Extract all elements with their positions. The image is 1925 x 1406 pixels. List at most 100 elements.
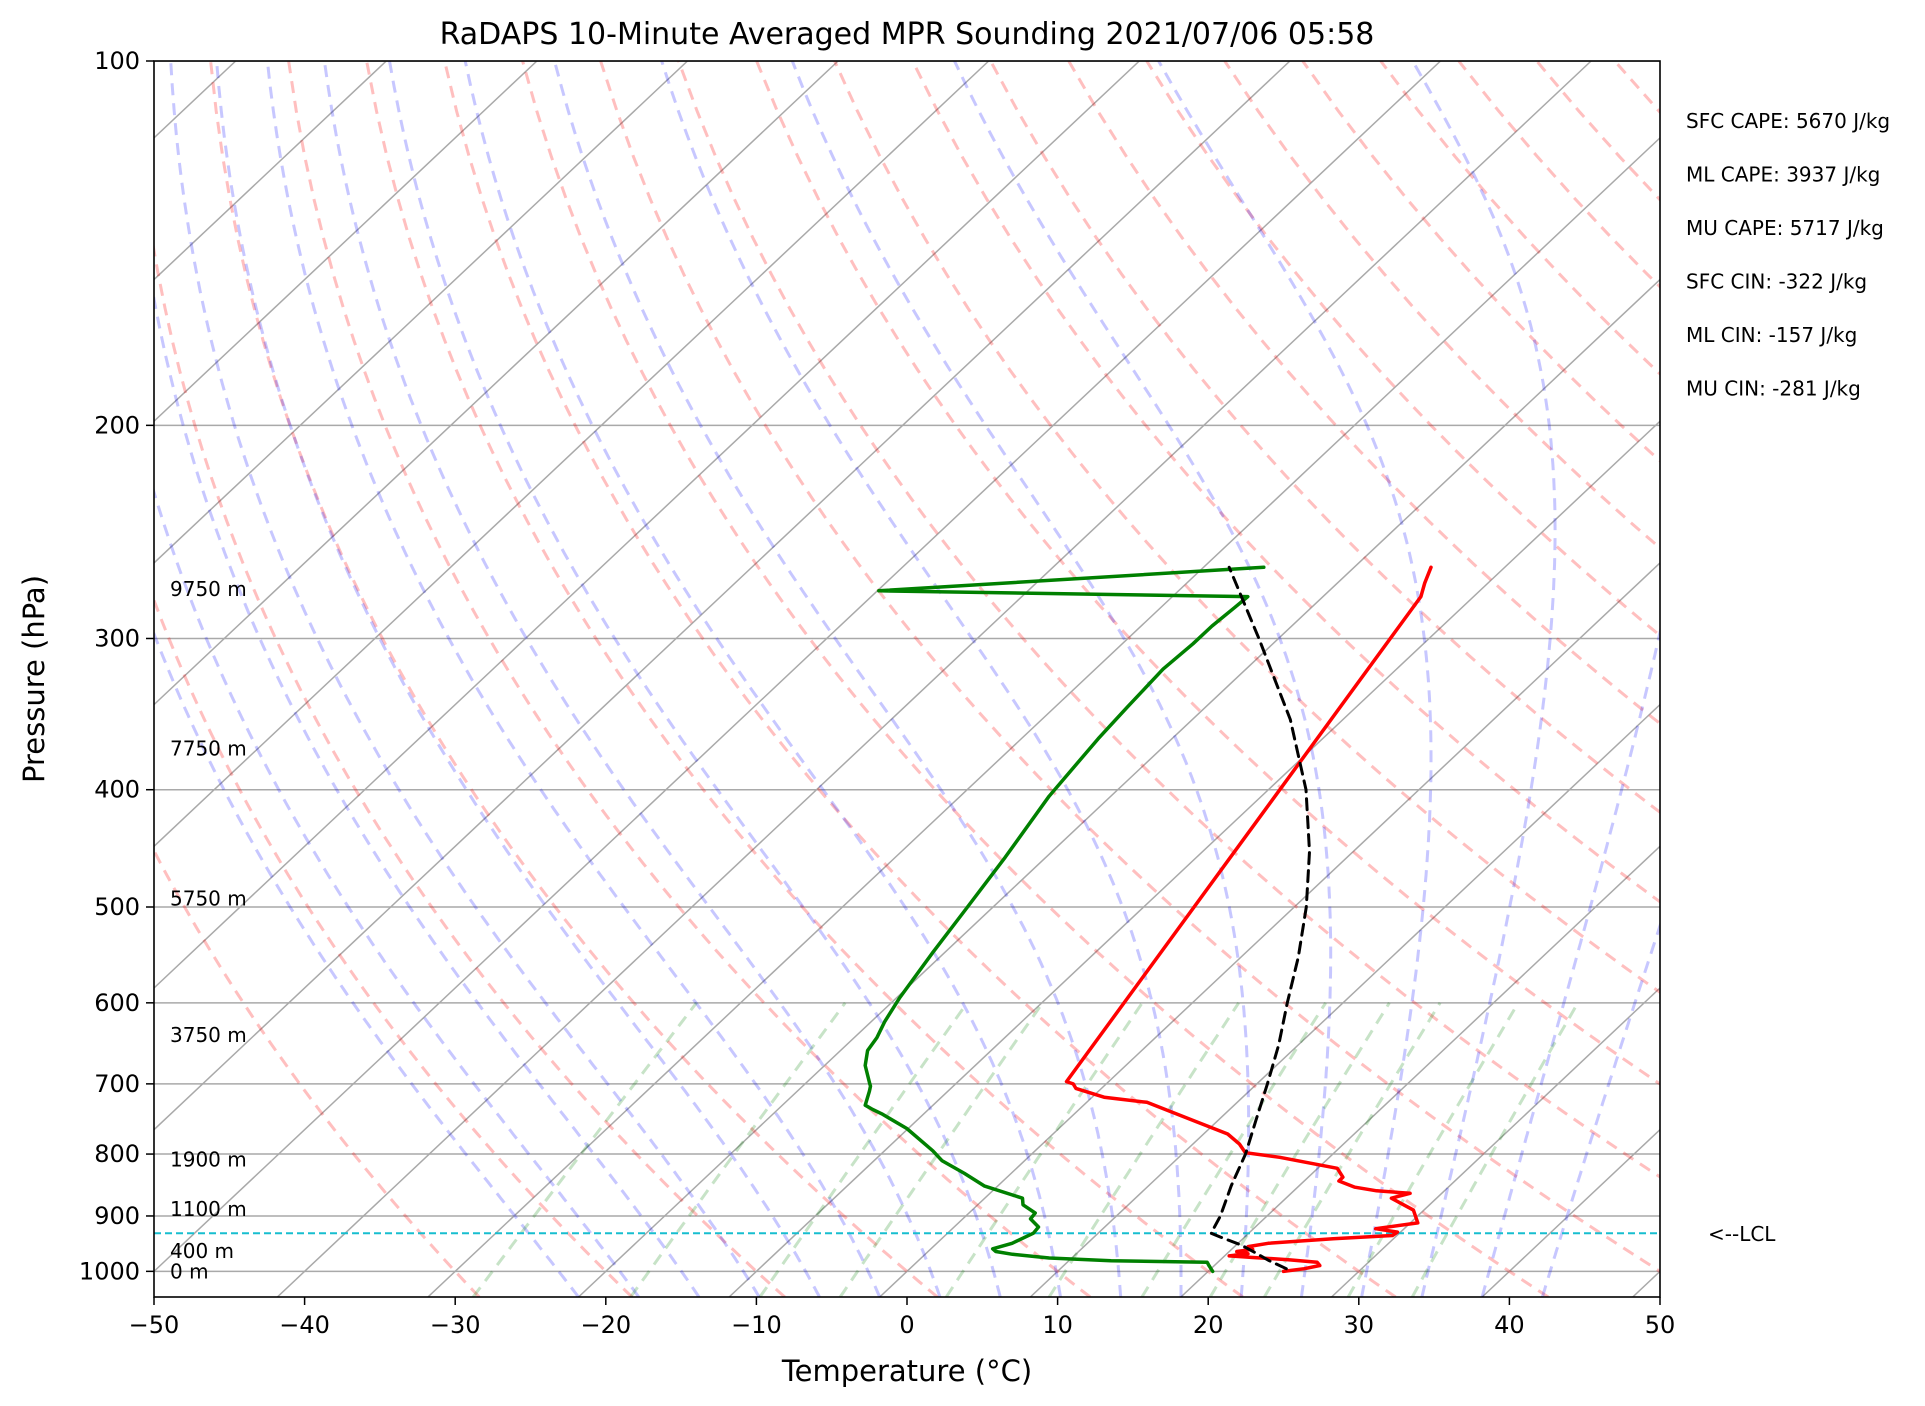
mixing-ratio-line [1263,1002,1442,1297]
dry-adiabat-line [1067,61,1660,726]
stat-label: MU CAPE: 5717 J/kg [1686,216,1884,240]
mixing-ratio-line [1410,1002,1580,1297]
mixing-ratio-line [758,1001,969,1297]
isotherm-line [879,561,1660,1297]
y-tick-label: 300 [94,624,140,652]
height-label: 1100 m [170,1197,247,1221]
moist-adiabat-line [169,61,761,1297]
lcl-label: <--LCL [1708,1222,1776,1246]
moist-adiabat-line [154,487,641,1297]
isotherm-line [1180,845,1660,1297]
moist-adiabat-line [154,629,580,1297]
x-tick-label: 50 [1645,1311,1676,1339]
y-tick-label: 700 [94,1070,140,1098]
isotherm-line [1481,1128,1660,1297]
isotherm-line [276,61,1592,1297]
mixing-ratio-line [945,1001,1144,1297]
x-tick-label: 10 [1042,1311,1073,1339]
x-tick-label: −10 [731,1311,782,1339]
moist-adiabat-line [660,61,1183,1297]
mixing-ratio-line [471,1001,698,1297]
isotherm-line [154,61,689,564]
height-label: 0 m [170,1259,209,1283]
moist-adiabat-line [463,61,1062,1297]
height-label: 9750 m [170,577,247,601]
isotherm-line [1632,1270,1660,1297]
isotherm-line [154,61,990,848]
height-label: 400 m [170,1239,234,1263]
isotherm-line [578,278,1660,1297]
y-tick-label: 600 [94,989,140,1017]
dry-adiabat-line [1613,61,1660,115]
isotherm-line [154,61,1140,990]
x-tick-label: −30 [430,1311,481,1339]
temperature-trace [1064,565,1433,1274]
isotherm-line [154,61,1442,1273]
moist-adiabat-line [790,61,1251,1297]
moist-adiabat-line [1480,625,1660,1297]
isotherm-line [154,61,1291,1131]
height-label: 5750 m [170,887,247,911]
isotherm-line [1331,986,1660,1297]
dry-adiabat-line [1693,61,1925,1297]
moist-adiabat-line [953,61,1333,1297]
dry-adiabat-line [154,242,786,1297]
moist-adiabat-line [1411,61,1557,1297]
background-grid [154,61,1925,1297]
dry-adiabat-line [365,61,1244,1297]
dry-adiabat-line [154,847,481,1297]
mixing-ratio-line [1208,1002,1391,1297]
stability-indices: SFC CAPE: 5670 J/kg ML CAPE: 3937 J/kg MU … [1686,109,1890,401]
dry-adiabat-line [911,61,1660,904]
isotherm-line [1029,703,1660,1297]
height-label: 3750 m [170,1023,247,1047]
y-axis-label: Pressure (hPa) [17,575,51,783]
x-tick-label: −20 [580,1311,631,1339]
y-tick-label: 800 [94,1140,140,1168]
isotherm-line [154,61,538,423]
dry-adiabat-line [521,61,1550,1297]
dry-adiabat-line [209,61,939,1297]
x-axis-ticks: −50 −40 −30 −20 −10 0 10 20 30 40 50 [129,1297,1676,1339]
moist-adiabat-line [215,61,821,1297]
sounding-traces [863,565,1433,1274]
dry-adiabat-line [755,61,1660,1086]
y-tick-label: 900 [94,1202,140,1230]
dry-adiabat-line [833,61,1660,995]
isotherm-line [154,61,387,281]
moist-adiabat-line [388,61,1002,1297]
x-tick-label: −40 [279,1311,330,1339]
moist-adiabat-line [1540,920,1660,1297]
stat-label: ML CAPE: 3937 J/kg [1686,163,1880,187]
y-tick-label: 400 [94,776,140,804]
y-axis-ticks: 100 200 300 400 500 600 700 800 900 1000 [79,47,154,1285]
dry-adiabat-line [599,61,1660,1274]
chart-title: RaDAPS 10-Minute Averaged MPR Sounding 2… [440,17,1375,52]
x-tick-label: 0 [899,1311,914,1339]
plot-border [153,60,1661,1298]
dry-adiabat-line [1771,61,1925,1297]
x-tick-label: 30 [1344,1311,1375,1339]
mixing-ratio-line [1140,1001,1327,1297]
dry-adiabat-line [989,61,1660,815]
y-tick-label: 1000 [79,1257,140,1285]
dry-adiabat-line [677,61,1660,1179]
y-tick-label: 200 [94,411,140,439]
stat-label: SFC CAPE: 5670 J/kg [1686,109,1890,133]
height-label: 1900 m [170,1147,247,1171]
mixing-ratio-line [1346,1002,1520,1297]
isotherm-line [427,136,1660,1297]
moist-adiabat-line [553,61,1123,1297]
dry-adiabat-line [1535,61,1660,202]
isotherm-line [154,61,839,706]
plot-frame [153,60,1661,1298]
x-tick-label: 20 [1193,1311,1224,1339]
isotherm-line [728,420,1660,1297]
y-tick-label: 100 [94,47,140,75]
mixing-ratio-line [838,1001,1044,1297]
moist-adiabat-line [265,61,882,1297]
x-tick-label: 40 [1494,1311,1525,1339]
moist-adiabat-line [154,290,701,1297]
parcel-trace [1209,565,1311,1271]
y-tick-label: 500 [94,893,140,921]
